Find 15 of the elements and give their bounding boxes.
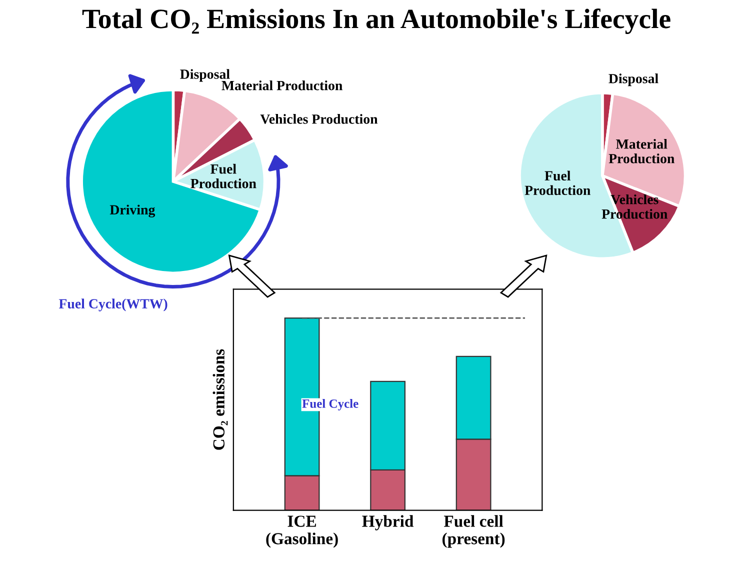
- text: Fuel Cycle(WTW): [58, 298, 168, 312]
- series-label: Fuel Cycle: [302, 399, 358, 410]
- slice-label: Disposal: [608, 74, 658, 86]
- slice-label: Driving: [110, 204, 156, 218]
- chart-title: Total CO₂ Emissions In an Automobile's Lifecycle: [82, 8, 670, 34]
- slice-label: Disposal: [180, 69, 230, 82]
- slice-label: Vehicles Production: [260, 114, 378, 124]
- x-tick-label: Hybrid: [362, 515, 414, 530]
- slice-label: Material Production: [222, 80, 342, 90]
- x-tick-label: Fuel cell (present): [442, 515, 505, 548]
- slice-label: Fuel Production: [524, 170, 590, 196]
- slice-label: Material Production: [608, 139, 674, 164]
- x-tick-label: ICE (Gasoline): [266, 516, 338, 548]
- slice-label: Fuel Production: [190, 164, 256, 188]
- y-axis-title: CO₂ emissions: [212, 349, 228, 450]
